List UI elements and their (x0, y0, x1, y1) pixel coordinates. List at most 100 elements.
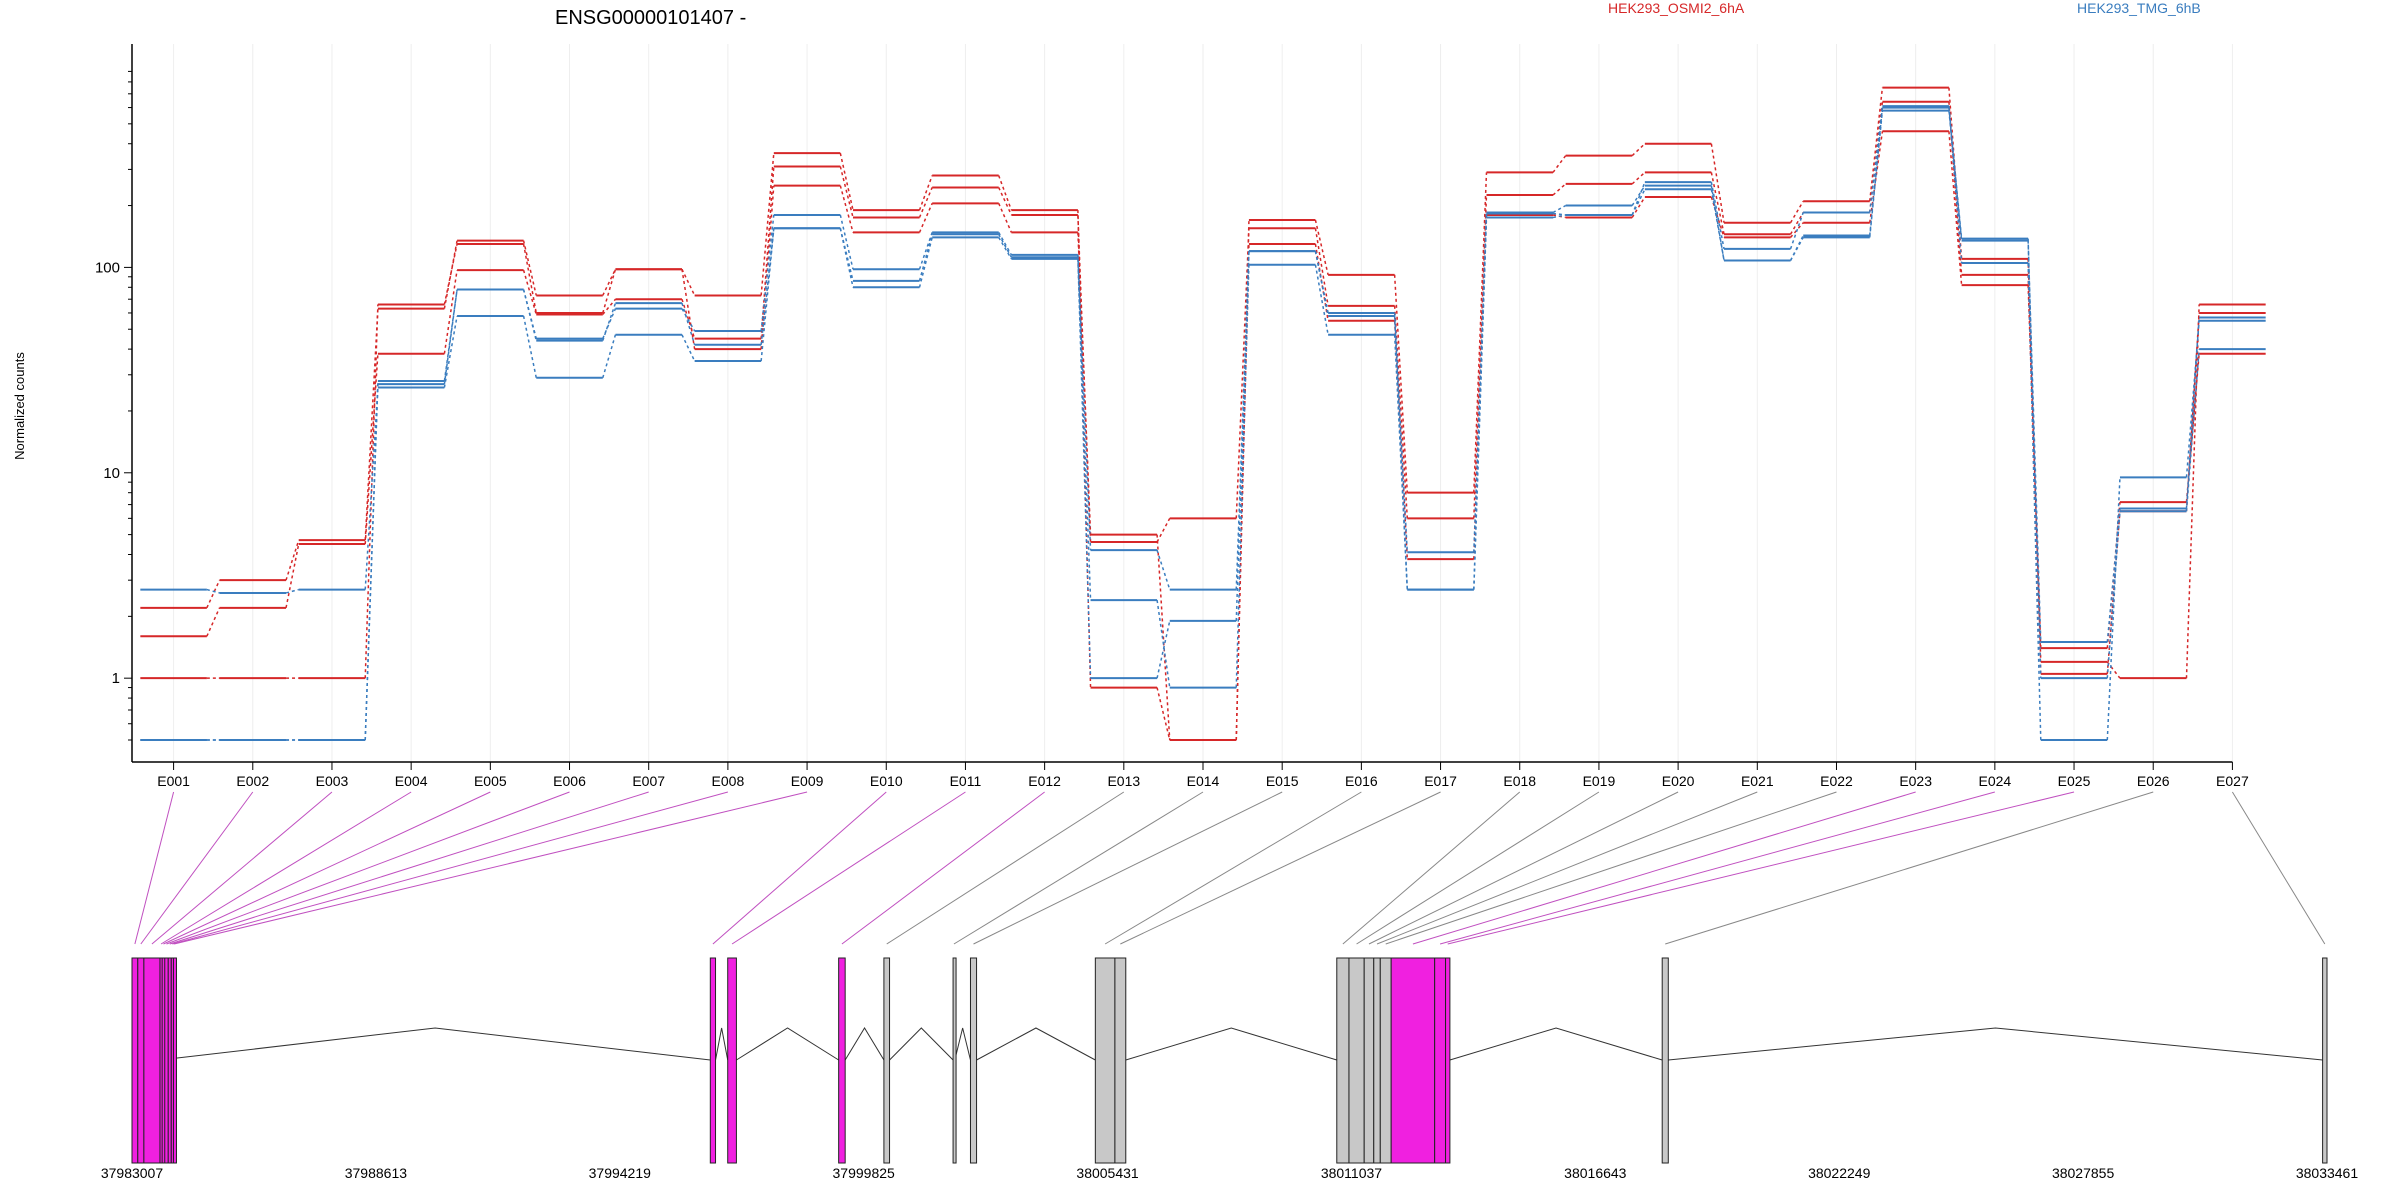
exon-box (969, 957, 978, 1164)
exon-link-line (1376, 791, 1758, 945)
x-tick-label: E019 (1583, 773, 1616, 789)
exon-box (143, 957, 161, 1164)
exon-link-line (163, 791, 491, 945)
series-connector (1631, 171, 1646, 185)
series-connector (760, 214, 775, 332)
x-tick-label: E021 (1741, 773, 1774, 789)
series-connector (1552, 183, 1567, 196)
series-connector (1631, 196, 1646, 218)
y-tick-label: 1 (112, 670, 120, 687)
series-connector (1552, 204, 1567, 214)
series-connector (1393, 274, 1409, 493)
series-connector (1156, 549, 1171, 590)
series-connector (918, 237, 933, 288)
series-connector (522, 240, 537, 296)
series-connector (602, 268, 617, 314)
series-connector (1948, 131, 1963, 286)
coordinate-label: 37994219 (589, 1165, 652, 1181)
intron-line (976, 1027, 1096, 1061)
series-connector (206, 588, 220, 594)
series-connector (602, 334, 617, 379)
series-connector (1393, 315, 1409, 590)
series-connector (681, 268, 696, 296)
series-connector (1789, 235, 1804, 261)
coordinate-label: 38005431 (1076, 1165, 1139, 1181)
series-connector (760, 228, 775, 362)
series-connector (1235, 243, 1250, 741)
series-connector (760, 153, 775, 296)
series-connector (998, 232, 1013, 256)
exon-link-line (1439, 791, 1995, 945)
series-connector (1868, 87, 1884, 202)
series-connector (1314, 228, 1329, 306)
exon-link-line (1665, 791, 2154, 945)
intron-line (844, 1027, 885, 1061)
intron-line (736, 1027, 839, 1061)
series-connector (1710, 185, 1725, 261)
x-tick-label: E016 (1345, 773, 1378, 789)
exon-box (1336, 957, 1350, 1164)
exon-link-line (973, 791, 1283, 945)
series-connector (1868, 106, 1884, 213)
series-connector (285, 543, 300, 608)
gridlines (173, 44, 2233, 762)
series-connector (443, 289, 458, 385)
x-tick-label: E006 (553, 773, 586, 789)
exon-box (172, 957, 177, 1164)
legend-entry-tmg: HEK293_TMG_6hB (2077, 0, 2201, 16)
exon-box (883, 957, 891, 1164)
series-connector (1552, 155, 1567, 173)
exon-link-line (712, 791, 887, 945)
series-connector (1789, 212, 1804, 235)
series-connector (998, 203, 1013, 233)
exon-box (137, 957, 145, 1164)
series-connector (1077, 257, 1092, 679)
exon-link-line (731, 791, 966, 945)
series-connector (1710, 143, 1725, 223)
series-connector (1710, 189, 1725, 261)
coordinate-label: 38022249 (1808, 1165, 1871, 1181)
exon-link-line (1368, 791, 1679, 945)
exon-box (1445, 957, 1451, 1164)
series-connector (206, 579, 221, 609)
series-connector (839, 185, 854, 233)
series-connector (918, 232, 933, 270)
series-connector (364, 380, 379, 741)
series-connector (1552, 212, 1566, 216)
coordinate-label: 37988613 (345, 1165, 408, 1181)
series-connector (443, 269, 458, 354)
series-connector (1552, 214, 1566, 219)
series-connector (1156, 599, 1171, 688)
series-connector (1631, 181, 1646, 216)
series-connector (2185, 320, 2200, 478)
series-connector (443, 243, 458, 305)
series-connector (2106, 508, 2121, 643)
series-connector (998, 236, 1013, 260)
series-connector (1473, 213, 1488, 590)
exon-link-line (169, 791, 649, 945)
series-connector (760, 228, 775, 345)
series-connector (1789, 212, 1804, 250)
x-tick-label: E001 (157, 773, 190, 789)
series-connector (1077, 258, 1092, 601)
intron-line (1668, 1027, 2323, 1061)
exon-link-line (166, 791, 570, 945)
series-connector (918, 234, 933, 282)
series-connector (1077, 254, 1092, 551)
exon-link-line (172, 791, 729, 945)
exon-link-line (140, 791, 254, 945)
series-connector (1393, 312, 1409, 553)
x-tick-label: E020 (1662, 773, 1695, 789)
x-tick-label: E014 (1187, 773, 1220, 789)
x-tick-label: E017 (1424, 773, 1457, 789)
series-connector (2106, 661, 2121, 679)
series-connector (839, 228, 854, 282)
series-connector (681, 334, 696, 362)
series-6 (140, 106, 2266, 741)
intron-line (889, 1027, 954, 1061)
x-tick-label: E013 (1107, 773, 1140, 789)
coordinate-label: 38033461 (2296, 1165, 2359, 1181)
series-connector (2027, 238, 2042, 679)
series-connector (1789, 200, 1804, 224)
series-connector (1235, 228, 1250, 519)
